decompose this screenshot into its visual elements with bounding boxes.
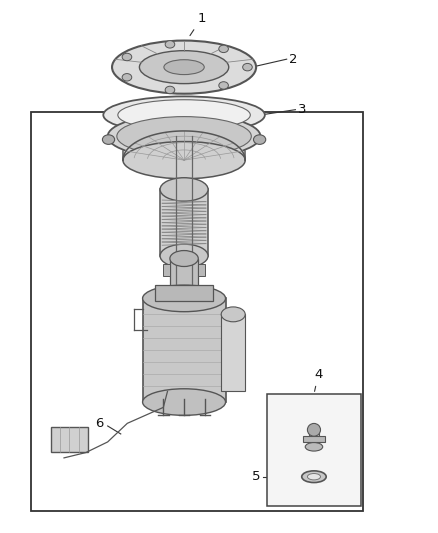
Ellipse shape [307,473,321,480]
Ellipse shape [165,41,175,48]
Ellipse shape [102,135,115,144]
Text: 3: 3 [297,103,306,116]
Ellipse shape [307,423,321,436]
Ellipse shape [302,471,326,482]
Ellipse shape [160,244,208,268]
Text: 6: 6 [95,417,103,430]
Bar [221,314,245,391]
Ellipse shape [122,53,132,61]
Text: 5: 5 [252,470,261,483]
Ellipse shape [117,117,251,156]
Ellipse shape [108,114,261,159]
Ellipse shape [305,442,323,451]
Ellipse shape [160,177,208,201]
Ellipse shape [221,307,245,322]
Bar [160,189,208,256]
Ellipse shape [243,63,252,71]
Bar [155,285,213,301]
Bar [309,430,319,438]
Ellipse shape [122,74,132,81]
Text: 2: 2 [289,53,297,66]
Ellipse shape [112,41,256,94]
Ellipse shape [139,51,229,84]
Ellipse shape [164,60,204,75]
Ellipse shape [143,389,226,415]
Ellipse shape [254,135,266,144]
Bar [303,436,325,441]
Bar [31,112,363,511]
Bar [170,259,198,288]
Ellipse shape [103,96,265,134]
Ellipse shape [219,45,228,53]
Bar [267,394,361,506]
Bar [51,426,88,452]
Bar [143,298,226,402]
Ellipse shape [165,86,175,94]
Polygon shape [123,131,245,160]
Ellipse shape [170,251,198,266]
Ellipse shape [143,285,226,312]
Ellipse shape [118,100,250,130]
Ellipse shape [219,82,228,89]
Text: 4: 4 [314,368,322,391]
Text: 1: 1 [190,12,206,36]
Bar [163,264,170,276]
Ellipse shape [123,142,245,179]
Bar [198,264,205,276]
